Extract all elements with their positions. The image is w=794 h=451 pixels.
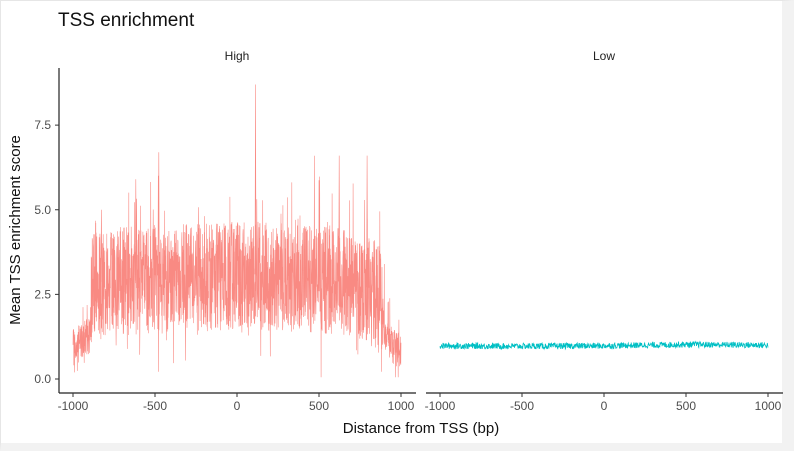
plot-area: 0.0 2.5 5.0 7.5 High -1000 -500 0 500 1000 Low -100…: [34, 49, 783, 413]
y-tick-label: 2.5: [34, 287, 51, 301]
facet-label: Low: [593, 49, 615, 63]
series-line-high: [72, 84, 402, 378]
x-tick-label: 0: [234, 399, 241, 413]
y-tick-label: 7.5: [34, 118, 51, 132]
y-tick-label: 0.0: [34, 372, 51, 386]
x-tick-label: -500: [510, 399, 534, 413]
x-axis-title: Distance from TSS (bp): [343, 420, 499, 437]
series-line-low: [439, 340, 769, 351]
x-tick-label: 1000: [755, 399, 782, 413]
x-tick-label: 0: [601, 399, 608, 413]
x-tick-label: 500: [309, 399, 329, 413]
y-axis-title: Mean TSS enrichment score: [7, 135, 24, 325]
x-tick-label: 1000: [388, 399, 415, 413]
y-tick-label: 5.0: [34, 203, 51, 217]
facet-label: High: [225, 49, 250, 63]
x-tick-label: -500: [143, 399, 167, 413]
chart-title: TSS enrichment: [58, 10, 195, 31]
x-tick-label: 500: [676, 399, 696, 413]
x-tick-label: -1000: [58, 399, 89, 413]
x-tick-label: -1000: [425, 399, 456, 413]
